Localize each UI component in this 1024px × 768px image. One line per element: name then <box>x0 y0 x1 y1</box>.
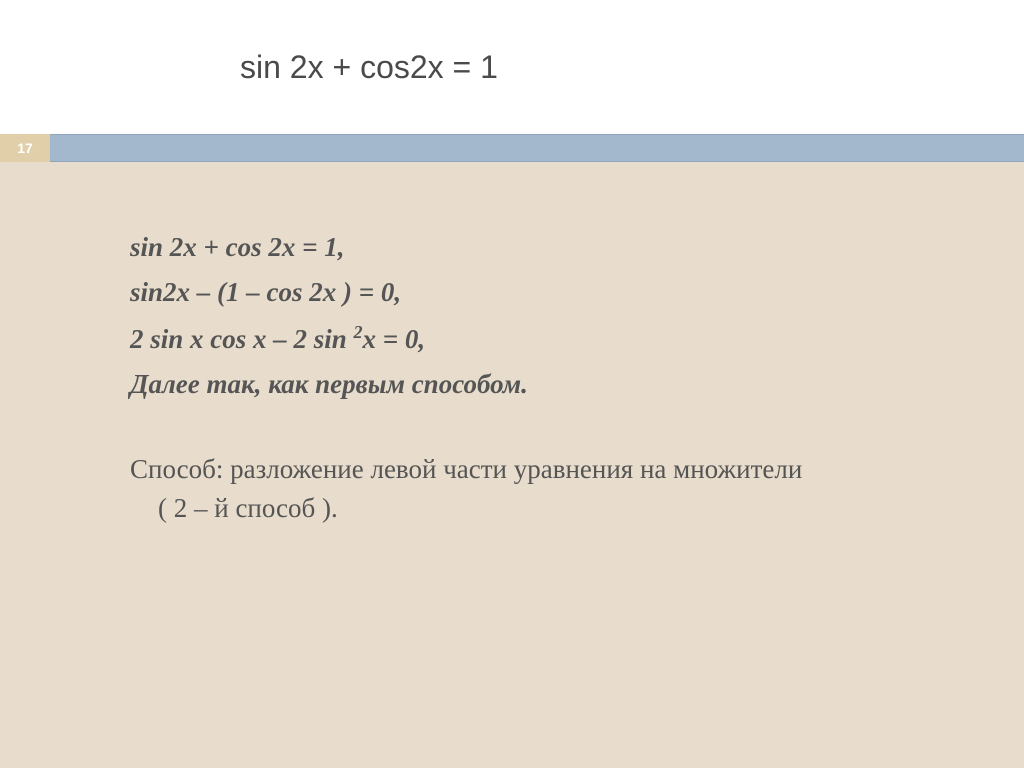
equation-line-3: 2 sin x cos x – 2 sin 2x = 0, <box>130 322 934 355</box>
equation-line-3-sup: 2 <box>354 322 363 342</box>
equation-line-3a: 2 sin x cos x – 2 sin <box>130 324 354 354</box>
title-area: sin 2x + cos2x = 1 <box>0 0 1024 134</box>
equation-line-4: Далее так, как первым способом. <box>130 369 934 400</box>
slide-title: sin 2x + cos2x = 1 <box>240 49 498 86</box>
method-line-1: Способ: разложение левой части уравнения… <box>130 450 934 489</box>
accent-band <box>50 134 1024 162</box>
slide: sin 2x + cos2x = 1 17 sin 2x + cos 2x = … <box>0 0 1024 768</box>
equation-line-1: sin 2x + cos 2x = 1, <box>130 232 934 263</box>
equation-line-3b: x = 0, <box>363 324 426 354</box>
method-text: Способ: разложение левой части уравнения… <box>130 450 934 528</box>
method-line-2: ( 2 – й способ ). <box>130 489 934 528</box>
content-area: sin 2x + cos 2x = 1, sin2x – (1 – cos 2x… <box>0 162 1024 528</box>
band-row: 17 <box>0 134 1024 162</box>
slide-number-badge: 17 <box>0 134 50 162</box>
equation-line-2: sin2x – (1 – cos 2x ) = 0, <box>130 277 934 308</box>
